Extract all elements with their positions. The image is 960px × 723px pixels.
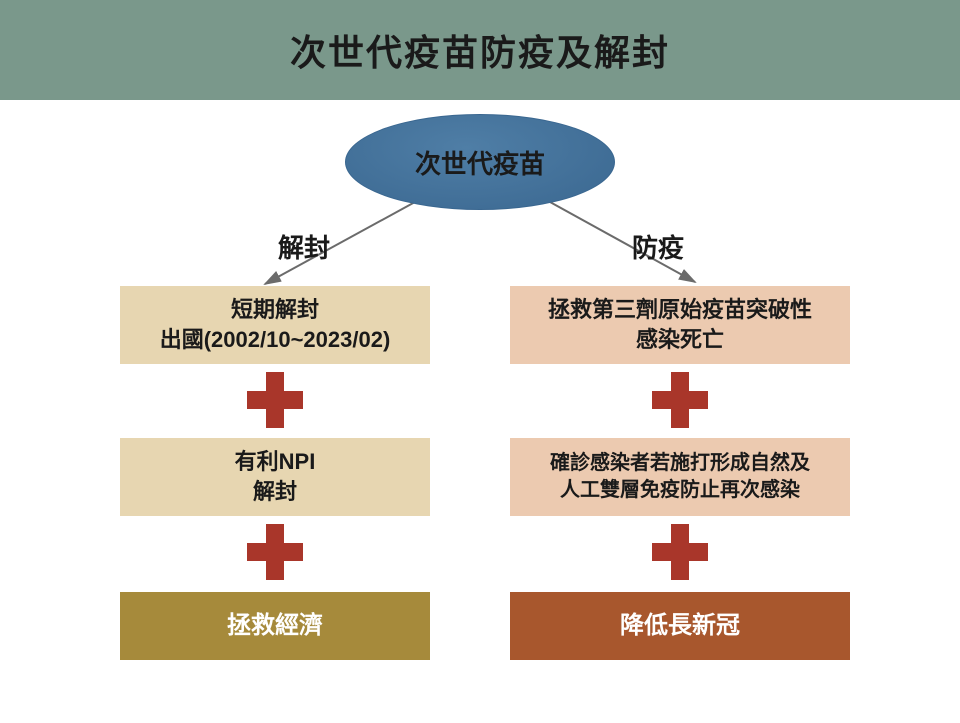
plus-icon: [247, 524, 303, 580]
plus-icon: [652, 372, 708, 428]
right-box-1: 拯救第三劑原始疫苗突破性 感染死亡: [510, 286, 850, 364]
diagram-canvas: 次世代疫苗 解封 防疫 短期解封 出國(2002/10~2023/02) 有利N…: [0, 100, 960, 723]
header-bar: 次世代疫苗防疫及解封: [0, 0, 960, 100]
right-box-1-line1: 拯救第三劑原始疫苗突破性: [548, 295, 812, 325]
left-box-2-line1: 有利NPI: [235, 447, 316, 477]
plus-icon: [652, 524, 708, 580]
right-box-3-line1: 降低長新冠: [620, 610, 740, 642]
left-box-1: 短期解封 出國(2002/10~2023/02): [120, 286, 430, 364]
plus-icon: [247, 372, 303, 428]
root-node-label: 次世代疫苗: [415, 144, 545, 181]
left-box-1-line2: 出國(2002/10~2023/02): [160, 325, 391, 355]
right-box-2-line2: 人工雙層免疫防止再次感染: [550, 477, 810, 504]
left-box-1-line1: 短期解封: [160, 295, 391, 325]
left-box-2: 有利NPI 解封: [120, 438, 430, 516]
right-box-1-line2: 感染死亡: [548, 325, 812, 355]
branch-label-right: 防疫: [632, 228, 684, 265]
right-box-2: 確診感染者若施打形成自然及 人工雙層免疫防止再次感染: [510, 438, 850, 516]
branch-label-left: 解封: [278, 228, 330, 265]
left-box-3-line1: 拯救經濟: [227, 610, 323, 642]
left-box-2-line2: 解封: [235, 477, 316, 507]
right-box-2-line1: 確診感染者若施打形成自然及: [550, 450, 810, 477]
root-node: 次世代疫苗: [345, 114, 615, 210]
left-box-3: 拯救經濟: [120, 592, 430, 660]
right-box-3: 降低長新冠: [510, 592, 850, 660]
page-title: 次世代疫苗防疫及解封: [290, 24, 670, 76]
